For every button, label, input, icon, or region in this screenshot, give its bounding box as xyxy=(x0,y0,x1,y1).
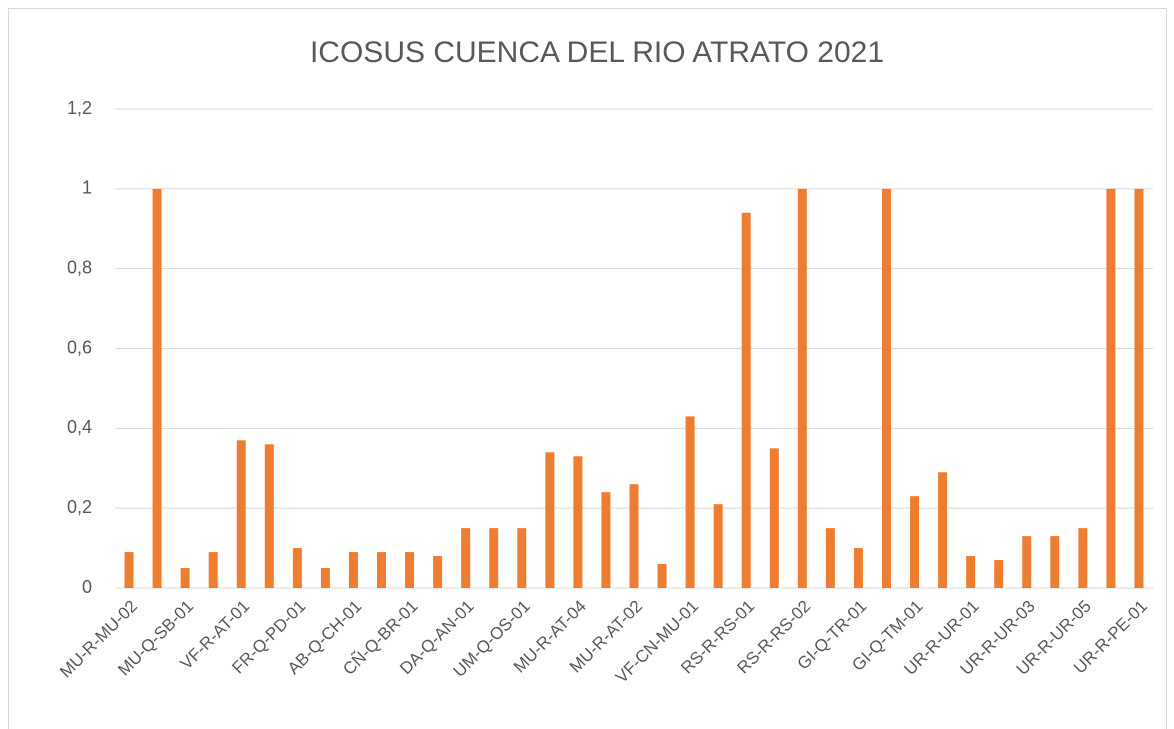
bar xyxy=(853,548,863,588)
y-tick-label: 0,2 xyxy=(67,497,92,517)
y-tick-label: 0,6 xyxy=(67,337,92,357)
bar xyxy=(461,528,471,588)
bar xyxy=(994,560,1004,588)
y-tick-label: 0,4 xyxy=(67,417,92,437)
bar xyxy=(629,484,639,588)
bar xyxy=(264,444,274,588)
bar xyxy=(405,552,415,588)
bar xyxy=(938,472,948,588)
chart-border xyxy=(8,8,1167,729)
bar xyxy=(545,452,555,588)
bar xyxy=(180,568,190,588)
bar xyxy=(320,568,330,588)
bar xyxy=(124,552,134,588)
y-tick-label: 0,8 xyxy=(67,257,92,277)
bar xyxy=(1078,528,1088,588)
bar xyxy=(377,552,387,588)
y-tick-label: 1,2 xyxy=(67,98,92,118)
bar xyxy=(881,188,891,589)
bar xyxy=(966,556,976,588)
bar xyxy=(797,188,807,589)
bar xyxy=(685,416,695,588)
bar xyxy=(489,528,499,588)
y-tick-label: 1 xyxy=(82,178,92,198)
bar xyxy=(601,492,611,588)
bar xyxy=(236,440,246,588)
bar xyxy=(910,496,920,588)
bar xyxy=(292,548,302,588)
bar xyxy=(1106,188,1116,589)
bar xyxy=(517,528,527,588)
bar xyxy=(1134,188,1144,589)
bar xyxy=(1022,536,1032,588)
bar xyxy=(208,552,218,588)
bar xyxy=(573,456,583,588)
bar xyxy=(825,528,835,588)
bar xyxy=(348,552,358,588)
bar xyxy=(741,212,751,589)
bar xyxy=(1050,536,1060,588)
bar xyxy=(152,188,162,589)
chart-title: ICOSUS CUENCA DEL RIO ATRATO 2021 xyxy=(310,36,884,69)
bar xyxy=(657,564,667,588)
bar xyxy=(713,504,723,588)
y-tick-label: 0 xyxy=(82,577,92,597)
bar xyxy=(769,448,779,588)
bar xyxy=(433,556,443,588)
